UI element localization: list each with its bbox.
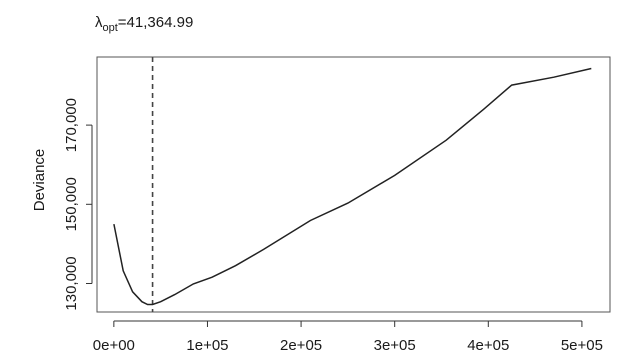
y-tick-label: 170,000: [63, 98, 80, 152]
x-tick-label: 2e+05: [280, 337, 322, 354]
y-axis: 130,000 150,000 170,000: [63, 98, 93, 311]
x-tick-label: 3e+05: [374, 337, 416, 354]
lambda-value: =41,364.99: [118, 14, 194, 31]
x-axis: 0e+00 1e+05 2e+05 3e+05 4e+05 5e+05: [93, 320, 603, 354]
plot-frame: [96, 56, 611, 313]
x-tick-label: 1e+05: [186, 337, 228, 354]
y-tick-label: 150,000: [63, 177, 80, 231]
lambda-symbol: λ: [95, 14, 103, 31]
x-tick-label: 0e+00: [93, 337, 135, 354]
x-tick-label: 5e+05: [561, 337, 603, 354]
x-tick-label: 4e+05: [467, 337, 509, 354]
y-axis-title: Deviance: [31, 149, 48, 212]
lambda-subscript: opt: [103, 22, 118, 34]
deviance-curve: [113, 67, 592, 306]
y-tick-label: 130,000: [63, 256, 80, 310]
lambda-opt-annotation: λopt=41,364.99: [95, 14, 193, 34]
